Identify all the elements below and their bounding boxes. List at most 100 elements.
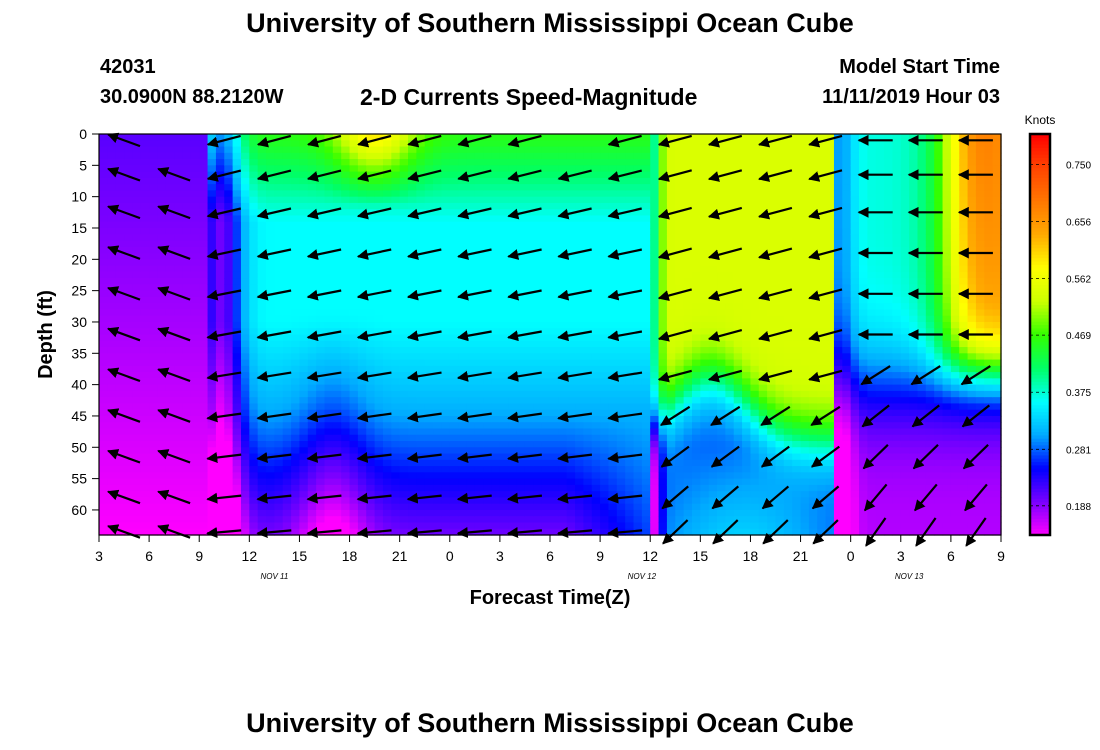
heatmap-cell — [182, 403, 192, 411]
heatmap-cell — [391, 227, 401, 235]
heatmap-cell — [742, 403, 752, 411]
heatmap-cell — [600, 215, 610, 223]
heatmap-cell — [499, 134, 509, 141]
heatmap-cell — [316, 303, 326, 311]
heatmap-cell — [399, 516, 409, 524]
heatmap-cell — [399, 159, 409, 166]
heatmap-cell — [282, 315, 292, 323]
heatmap-cell — [282, 165, 292, 173]
heatmap-cell — [374, 177, 384, 185]
heatmap-cell — [641, 234, 651, 242]
heatmap-cell — [115, 240, 125, 248]
heatmap-cell — [575, 309, 585, 317]
heatmap-cell — [541, 271, 551, 279]
heatmap-cell — [499, 353, 509, 361]
heatmap-cell — [725, 484, 735, 492]
heatmap-cell — [282, 466, 292, 473]
heatmap-cell — [190, 453, 200, 461]
heatmap-cell — [533, 278, 543, 285]
heatmap-cell — [458, 340, 468, 348]
heatmap-cell — [725, 227, 735, 235]
heatmap-cell — [240, 240, 250, 248]
heatmap-cell — [382, 428, 392, 436]
heatmap-cell — [616, 497, 626, 505]
heatmap-cell — [391, 303, 401, 311]
heatmap-cell — [257, 484, 267, 492]
heatmap-cell — [666, 296, 676, 304]
heatmap-cell — [641, 516, 651, 524]
heatmap-cell — [675, 484, 685, 492]
heatmap-cell — [691, 397, 701, 405]
heatmap-cell — [174, 484, 184, 492]
heatmap-cell — [608, 397, 618, 405]
heatmap-cell — [132, 265, 142, 273]
heatmap-cell — [550, 296, 559, 304]
heatmap-cell — [132, 321, 142, 329]
heatmap-cell — [274, 134, 284, 141]
heatmap-cell — [391, 202, 401, 210]
heatmap-cell — [575, 171, 585, 179]
heatmap-cell — [291, 265, 301, 273]
heatmap-cell — [717, 234, 726, 242]
heatmap-cell — [382, 227, 392, 235]
heatmap-cell — [508, 340, 518, 348]
heatmap-cell — [124, 221, 134, 229]
heatmap-cell — [157, 196, 167, 204]
heatmap-cell — [266, 472, 275, 480]
heatmap-cell — [641, 497, 651, 505]
heatmap-cell — [717, 177, 726, 185]
heatmap-cell — [424, 265, 434, 273]
heatmap-cell — [483, 340, 493, 348]
heatmap-cell — [332, 497, 342, 505]
heatmap-cell — [474, 384, 484, 392]
heatmap-cell — [391, 246, 401, 254]
heatmap-cell — [616, 403, 626, 411]
heatmap-cell — [224, 378, 234, 386]
heatmap-cell — [215, 165, 225, 173]
heatmap-cell — [115, 441, 125, 448]
heatmap-cell — [700, 315, 710, 323]
heatmap-cell — [616, 428, 626, 436]
heatmap-cell — [483, 528, 493, 536]
heatmap-cell — [566, 428, 576, 436]
heatmap-cell — [499, 415, 509, 423]
heatmap-cell — [140, 309, 150, 317]
heatmap-cell — [449, 146, 459, 154]
heatmap-cell — [140, 165, 150, 173]
heatmap-cell — [433, 478, 443, 486]
heatmap-cell — [224, 365, 234, 373]
heatmap-cell — [157, 290, 167, 298]
heatmap-cell — [516, 334, 526, 342]
heatmap-cell — [424, 434, 434, 442]
heatmap-cell — [382, 321, 392, 329]
heatmap-cell — [215, 202, 225, 210]
heatmap-cell — [616, 303, 626, 311]
heatmap-cell — [491, 372, 501, 379]
heatmap-cell — [132, 397, 142, 405]
heatmap-cell — [140, 365, 150, 373]
heatmap-cell — [399, 271, 409, 279]
heatmap-cell — [307, 409, 317, 417]
heatmap-cell — [132, 441, 142, 448]
heatmap-cell — [499, 340, 509, 348]
heatmap-cell — [650, 509, 660, 517]
heatmap-cell — [357, 165, 367, 173]
heatmap-cell — [182, 271, 192, 279]
heatmap-cell — [666, 353, 676, 361]
heatmap-cell — [357, 134, 367, 141]
heatmap-cell — [266, 159, 275, 166]
heatmap-cell — [199, 441, 209, 448]
heatmap-cell — [240, 221, 250, 229]
heatmap-cell — [157, 441, 167, 448]
heatmap-cell — [499, 234, 509, 242]
heatmap-cell — [600, 159, 610, 166]
heatmap-cell — [558, 196, 568, 204]
heatmap-cell — [508, 359, 518, 367]
heatmap-cell — [650, 390, 660, 398]
heatmap-cell — [558, 140, 568, 148]
heatmap-cell — [625, 397, 635, 405]
heatmap-cell — [466, 278, 476, 285]
heatmap-cell — [366, 165, 376, 173]
heatmap-cell — [616, 165, 626, 173]
heatmap-cell — [583, 491, 593, 499]
